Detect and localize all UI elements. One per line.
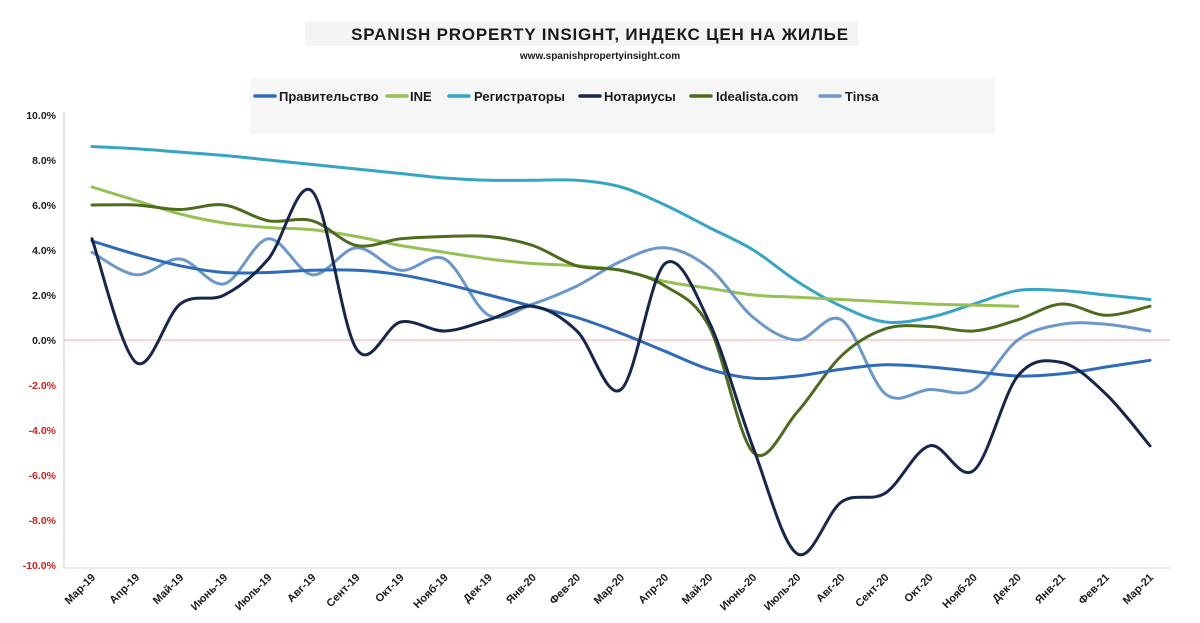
y-tick-label: 0.0% bbox=[32, 335, 57, 347]
y-tick-label: 8.0% bbox=[32, 155, 57, 167]
legend-label-регистраторы: Регистраторы bbox=[474, 89, 565, 104]
series-line-tinsa bbox=[90, 237, 1152, 400]
x-tick-label: Апр-20 bbox=[636, 572, 671, 607]
y-tick-label: 10.0% bbox=[26, 110, 56, 122]
x-tick-label: Окт-20 bbox=[902, 572, 935, 605]
x-tick-label: Сент-19 bbox=[324, 572, 362, 610]
x-tick-label: Май-20 bbox=[680, 572, 715, 607]
y-tick-label: -6.0% bbox=[29, 470, 57, 482]
x-tick-label: Июнь-20 bbox=[718, 572, 759, 613]
x-tick-label: Мар-19 bbox=[63, 572, 98, 607]
series-line-нотариусы bbox=[90, 187, 1152, 557]
series-line-idealista-com bbox=[90, 203, 1152, 457]
x-tick-label: Авг-19 bbox=[285, 572, 318, 605]
legend-label-нотариусы: Нотариусы bbox=[604, 89, 676, 104]
x-tick-label: Нояб-20 bbox=[940, 572, 979, 611]
y-tick-label: -4.0% bbox=[29, 425, 57, 437]
series-line-регистраторы bbox=[90, 145, 1152, 325]
x-tick-label: Янв-21 bbox=[1033, 572, 1068, 607]
series-line-правительство bbox=[90, 239, 1152, 381]
x-tick-label: Мар-20 bbox=[592, 572, 627, 607]
legend-label-idealista-com: Idealista.com bbox=[716, 89, 798, 104]
x-tick-label: Июль-19 bbox=[233, 572, 274, 613]
chart-series bbox=[90, 145, 1152, 557]
x-tick-label: Авг-20 bbox=[814, 572, 847, 605]
x-tick-label: Июнь-19 bbox=[189, 572, 230, 613]
chart-title: SPANISH PROPERTY INSIGHT, ИНДЕКС ЦЕН НА … bbox=[351, 25, 849, 44]
x-tick-label: Июль-20 bbox=[762, 572, 803, 613]
x-tick-label: Сент-20 bbox=[853, 572, 891, 610]
legend-label-tinsa: Tinsa bbox=[845, 89, 879, 104]
legend-label-правительство: Правительство bbox=[279, 89, 379, 104]
x-tick-label: Нояб-19 bbox=[411, 572, 450, 611]
legend-background bbox=[250, 78, 995, 134]
y-tick-label: 6.0% bbox=[32, 200, 57, 212]
chart-legend: Правительство INE Регистраторы Нотариусы Ide… bbox=[253, 89, 879, 104]
title-background bbox=[305, 22, 858, 46]
x-tick-label: Фев-20 bbox=[548, 572, 583, 607]
y-tick-label: -8.0% bbox=[29, 515, 57, 527]
x-tick-label: Май-19 bbox=[151, 572, 186, 607]
x-tick-label: Дек-19 bbox=[461, 572, 495, 606]
series-line-ine bbox=[90, 185, 1020, 308]
legend-label-ine: INE bbox=[410, 89, 432, 104]
x-tick-label: Янв-20 bbox=[504, 572, 539, 607]
y-tick-label: 4.0% bbox=[32, 245, 57, 257]
x-tick-label: Фев-21 bbox=[1077, 572, 1112, 607]
x-tick-label: Окт-19 bbox=[373, 572, 406, 605]
x-tick-label: Апр-19 bbox=[107, 572, 142, 607]
chart-subtitle: www.spanishpropertyinsight.com bbox=[519, 51, 681, 62]
x-tick-label: Мар-21 bbox=[1121, 572, 1156, 607]
y-tick-label: 2.0% bbox=[32, 290, 57, 302]
x-tick-label: Дек-20 bbox=[990, 572, 1024, 606]
y-tick-label: -2.0% bbox=[29, 380, 57, 392]
y-tick-label: -10.0% bbox=[23, 560, 57, 572]
